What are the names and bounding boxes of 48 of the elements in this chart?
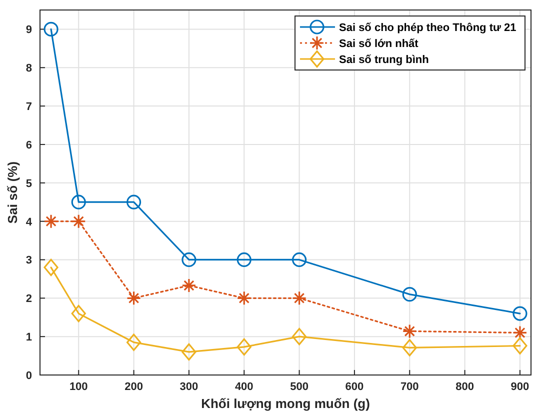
point bbox=[402, 339, 417, 356]
x-tick-label: 700 bbox=[400, 381, 419, 393]
x-tick-label: 800 bbox=[456, 381, 474, 393]
point bbox=[292, 252, 307, 268]
point bbox=[402, 324, 417, 338]
x-tick-label: 200 bbox=[124, 381, 143, 393]
y-tick-label: 8 bbox=[26, 62, 32, 75]
point bbox=[126, 334, 142, 351]
point bbox=[512, 306, 528, 321]
point bbox=[402, 287, 417, 302]
point bbox=[126, 290, 142, 306]
y-tick-label: 5 bbox=[26, 178, 32, 190]
x-tick-label: 300 bbox=[180, 381, 198, 393]
point bbox=[236, 290, 252, 306]
point bbox=[292, 290, 307, 306]
y-tick-label: 1 bbox=[26, 332, 32, 344]
point bbox=[71, 304, 86, 322]
point bbox=[44, 258, 58, 276]
point bbox=[236, 338, 252, 356]
point bbox=[44, 22, 58, 37]
x-tick-label: 500 bbox=[290, 381, 308, 393]
y-tick-label: 3 bbox=[26, 254, 32, 267]
x-tick-label: 900 bbox=[510, 381, 530, 393]
point bbox=[182, 278, 196, 293]
point bbox=[182, 252, 196, 268]
x-tick-label: 400 bbox=[234, 381, 254, 393]
point bbox=[44, 214, 58, 229]
point bbox=[512, 325, 528, 340]
x-axis-title: Khối lượng mong muốn (g) bbox=[201, 396, 370, 411]
x-tick-label: 600 bbox=[345, 381, 364, 393]
point bbox=[512, 337, 528, 354]
y-tick-label: 9 bbox=[26, 24, 32, 36]
y-tick-label: 6 bbox=[26, 139, 32, 152]
point bbox=[71, 214, 86, 229]
point bbox=[126, 194, 142, 210]
legend-label: Sai số trung bình bbox=[339, 54, 430, 66]
legend-label: Sai số cho phép theo Thông tư 21 bbox=[339, 22, 516, 34]
y-axis-title: Sai số (%) bbox=[5, 161, 20, 224]
x-tick-label: 100 bbox=[69, 381, 88, 393]
y-tick-label: 4 bbox=[26, 216, 33, 228]
y-tick-label: 0 bbox=[26, 370, 32, 382]
y-tick-label: 7 bbox=[26, 101, 32, 114]
point bbox=[236, 252, 252, 268]
point bbox=[292, 328, 307, 346]
point bbox=[182, 343, 196, 361]
point bbox=[71, 194, 86, 210]
y-tick-label: 2 bbox=[26, 293, 32, 306]
legend-label: Sai số lớn nhất bbox=[339, 38, 419, 50]
